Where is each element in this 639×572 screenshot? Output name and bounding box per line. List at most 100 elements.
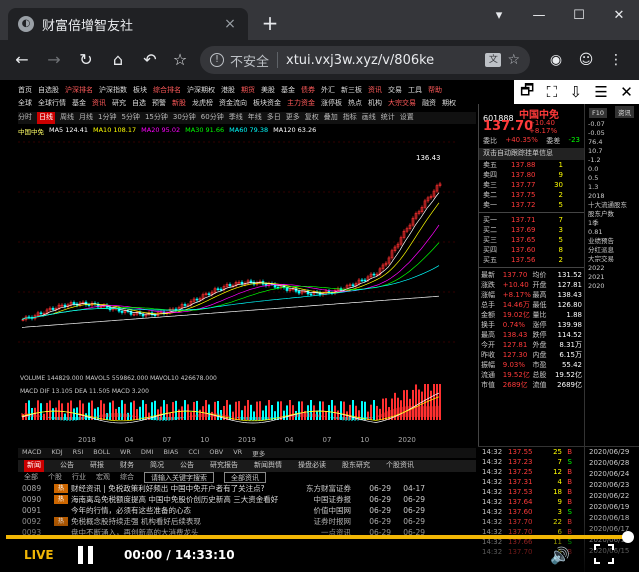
indicator-tab[interactable]: BOLL bbox=[93, 448, 110, 456]
app-submenu-item[interactable]: 大宗交易 bbox=[388, 99, 416, 107]
tab-close-icon[interactable]: × bbox=[224, 16, 236, 32]
app-menu-item[interactable]: 新三板 bbox=[341, 86, 362, 94]
maximize-button[interactable]: ☐ bbox=[573, 8, 585, 23]
news-title[interactable]: 财经资讯 | 免税政策利好频出 中国中免开户者有了关注点? bbox=[71, 484, 265, 493]
app-submenu-item[interactable]: 板块资金 bbox=[253, 99, 281, 107]
indicator-tab[interactable]: BIAS bbox=[163, 448, 179, 456]
volume-icon[interactable]: 🔊 bbox=[550, 546, 570, 565]
ask-row[interactable]: 卖二 137.75 2 bbox=[479, 190, 584, 200]
app-menu-item[interactable]: 资讯 bbox=[368, 86, 382, 94]
news-tab[interactable]: 研究报告 bbox=[210, 461, 238, 469]
app-submenu-item[interactable]: 预警 bbox=[152, 99, 166, 107]
app-submenu-item[interactable]: 新股 bbox=[172, 99, 186, 107]
side-panel-button[interactable]: 资讯 bbox=[615, 106, 635, 118]
chart-tab[interactable]: 60分钟 bbox=[200, 113, 224, 121]
chart-tab[interactable]: 画线 bbox=[361, 113, 376, 121]
app-menu-item[interactable]: 债券 bbox=[301, 86, 315, 94]
new-tab-button[interactable]: + bbox=[261, 11, 279, 35]
home-icon[interactable]: ⌂ bbox=[112, 50, 124, 69]
picture-in-picture-icon[interactable]: 🗗 bbox=[520, 80, 535, 99]
bookmark-star-icon[interactable]: ☆ bbox=[172, 50, 188, 69]
bid-row[interactable]: 买一 137.71 7 bbox=[479, 215, 584, 225]
app-submenu-item[interactable]: 涨停板 bbox=[321, 99, 342, 107]
chart-tab[interactable]: 季线 bbox=[228, 113, 243, 121]
chart-tab[interactable]: 年线 bbox=[247, 113, 262, 121]
news-filter-option[interactable]: 行业 bbox=[72, 473, 86, 481]
app-menu-item[interactable]: 沪深期权 bbox=[187, 86, 215, 94]
reload-icon[interactable]: ↻ bbox=[79, 50, 93, 69]
news-title[interactable]: 海南离岛免税额度提高 中国中免股价创历史新高 三大资金看好 bbox=[71, 495, 279, 504]
date-row[interactable]: 2020/06/22 bbox=[589, 492, 630, 500]
pause-icon[interactable] bbox=[78, 546, 94, 564]
ask-row[interactable]: 卖四 137.80 9 bbox=[479, 170, 584, 180]
side-panel-button[interactable]: F10 bbox=[589, 108, 608, 118]
url-text[interactable]: xtui.vxj3w.xyz/v/806ke bbox=[286, 52, 435, 68]
chart-tab[interactable]: 复权 bbox=[304, 113, 319, 121]
news-tab[interactable]: 财务 bbox=[120, 461, 134, 469]
app-menu-item[interactable]: 首页 bbox=[18, 86, 32, 94]
bid-row[interactable]: 买二 137.69 3 bbox=[479, 225, 584, 235]
date-row[interactable]: 2020/06/19 bbox=[589, 503, 630, 511]
minimize-button[interactable]: — bbox=[532, 8, 546, 23]
news-search-box[interactable]: 请输入关键字搜索 bbox=[144, 472, 214, 483]
news-tab[interactable]: 新闻 bbox=[24, 460, 44, 472]
news-all-button[interactable]: 全部资讯 bbox=[224, 472, 266, 483]
bookmark-page-star-icon[interactable]: ☆ bbox=[507, 52, 520, 68]
app-submenu-item[interactable]: 自选 bbox=[132, 99, 146, 107]
news-filter-option[interactable]: 个股 bbox=[48, 473, 62, 481]
video-player[interactable]: 首页 自选股 沪深排名 沪深指数 板块 综合排名 沪深期权 港股 期货 美股 基金 债券 外汇 新三板 资讯… bbox=[0, 80, 639, 572]
app-submenu-item[interactable]: 全球 bbox=[18, 99, 32, 107]
app-menu-item[interactable]: 工具 bbox=[408, 86, 422, 94]
chart-tab[interactable]: 指标 bbox=[342, 113, 357, 121]
indicator-tab[interactable]: 更多 bbox=[252, 450, 266, 458]
overlay-menu-icon[interactable]: ☰ bbox=[594, 83, 608, 101]
forward-arrow-icon[interactable]: → bbox=[47, 50, 61, 69]
chart-tab[interactable]: 15分钟 bbox=[144, 113, 168, 121]
app-menu-item[interactable]: 帮助 bbox=[428, 86, 442, 94]
ask-row[interactable]: 卖一 137.72 5 bbox=[479, 200, 584, 210]
not-secure-icon[interactable]: ! bbox=[210, 53, 224, 67]
app-submenu-item[interactable]: 龙虎榜 bbox=[192, 99, 213, 107]
app-submenu-item[interactable]: 资讯 bbox=[92, 99, 106, 107]
chart-tab[interactable]: 1分钟 bbox=[98, 113, 117, 121]
news-filter-option[interactable]: 全部 bbox=[24, 473, 38, 481]
ask-row[interactable]: 卖五 137.88 1 bbox=[479, 160, 584, 170]
chart-tab[interactable]: 设置 bbox=[399, 113, 414, 121]
fullscreen-icon[interactable] bbox=[594, 544, 614, 564]
app-menu-item[interactable]: 综合排名 bbox=[153, 86, 181, 94]
chart-tab[interactable]: 月线 bbox=[79, 113, 93, 121]
ask-row[interactable]: 卖三 137.77 30 bbox=[479, 180, 584, 190]
chart-tab[interactable]: 周线 bbox=[60, 113, 74, 121]
app-submenu-item[interactable]: 研究 bbox=[112, 99, 126, 107]
overlay-close-icon[interactable]: ✕ bbox=[620, 83, 633, 101]
bid-row[interactable]: 买四 137.60 8 bbox=[479, 245, 584, 255]
date-row[interactable]: 2020/06/29 bbox=[589, 448, 630, 456]
news-tab[interactable]: 研报 bbox=[90, 461, 104, 469]
app-submenu-item[interactable]: 融资 bbox=[422, 99, 436, 107]
indicator-tab[interactable]: DMI bbox=[140, 448, 154, 456]
browser-menu-icon[interactable]: ⋮ bbox=[609, 52, 623, 68]
news-filter-option[interactable]: 综合 bbox=[120, 473, 134, 481]
app-menu-item[interactable]: 基金 bbox=[281, 86, 295, 94]
chart-tab[interactable]: 分时 bbox=[18, 113, 32, 121]
news-tab[interactable]: 简况 bbox=[150, 461, 164, 469]
tab-search-dropdown-icon[interactable]: ▾ bbox=[495, 8, 503, 23]
profile-avatar-icon[interactable]: ☺ bbox=[578, 52, 594, 68]
date-row[interactable]: 2020/06/23 bbox=[589, 481, 630, 489]
indicator-tab[interactable]: CCI bbox=[188, 448, 200, 456]
chart-tab[interactable]: 统计 bbox=[380, 113, 395, 121]
bid-row[interactable]: 买三 137.65 5 bbox=[479, 235, 584, 245]
chart-tab[interactable]: 5分钟 bbox=[121, 113, 140, 121]
indicator-tab[interactable]: OBV bbox=[209, 448, 224, 456]
app-menu-item[interactable]: 外汇 bbox=[321, 86, 335, 94]
app-menu-item[interactable]: 板块 bbox=[133, 86, 147, 94]
app-menu-item[interactable]: 沪深指数 bbox=[99, 86, 127, 94]
app-submenu-item[interactable]: 资金流向 bbox=[219, 99, 247, 107]
app-submenu-item[interactable]: 热点 bbox=[348, 99, 362, 107]
date-row[interactable]: 2020/06/24 bbox=[589, 470, 630, 478]
news-tab[interactable]: 操盘必读 bbox=[298, 461, 326, 469]
back-arrow-icon[interactable]: ← bbox=[15, 50, 29, 69]
app-menu-item[interactable]: 美股 bbox=[261, 86, 275, 94]
chart-tab[interactable]: 30分钟 bbox=[172, 113, 196, 121]
indicator-tab[interactable]: VR bbox=[233, 448, 243, 456]
